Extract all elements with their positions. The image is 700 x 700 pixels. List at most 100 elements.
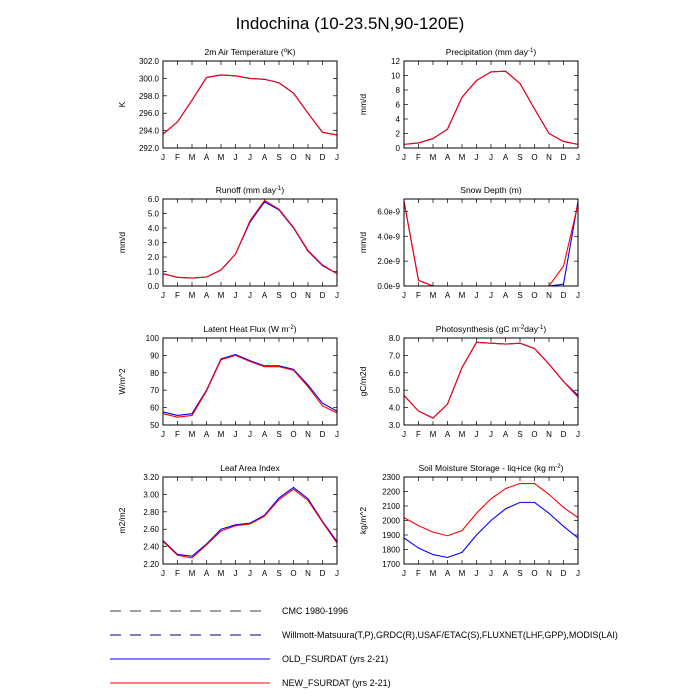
y-tick-label: 8.0 [389, 334, 401, 343]
x-tick-label: M [189, 569, 196, 578]
x-tick-label: O [531, 569, 537, 578]
x-tick-label: M [218, 291, 225, 300]
y-tick-label: 8 [396, 86, 401, 95]
x-tick-label: M [218, 153, 225, 162]
y-tick-label: 0.0e-9 [377, 282, 400, 291]
panel-runoff: Runoff (mm day-1) mm/d 0.0 1.0 2.0 3.0 4.0 5.0 6… [117, 185, 339, 300]
y-tick-label: 0 [396, 144, 401, 153]
x-tick-label: J [161, 430, 165, 439]
y-tick-label: 1900 [382, 531, 400, 540]
plot-frame [162, 476, 338, 565]
x-tick-label: J [576, 430, 580, 439]
x-tick-label: A [262, 291, 268, 300]
x-tick-label: F [175, 569, 180, 578]
x-tick-label: M [189, 430, 196, 439]
x-tick-label: J [475, 430, 479, 439]
x-tick-label: F [416, 569, 421, 578]
y-tick-label: 5.0 [389, 386, 401, 395]
y-axis-label: W/m^2 [117, 368, 127, 394]
x-tick-label: S [276, 569, 281, 578]
y-tick-label: 90 [150, 351, 159, 360]
x-tick-label: F [175, 153, 180, 162]
y-tick-label: 2.60 [143, 525, 159, 534]
y-tick-label: 6.0 [148, 195, 160, 204]
legend-item: CMC 1980-1996 [110, 606, 348, 616]
y-tick-label: 60 [150, 404, 159, 413]
legend-label: Willmott-Matsuura(T,P),GRDC(R),USAF/ETAC… [282, 630, 618, 640]
plot-frame [162, 60, 338, 149]
x-tick-label: J [402, 569, 406, 578]
x-tick-label: J [248, 291, 252, 300]
x-tick-label: J [489, 569, 493, 578]
x-tick-label: A [204, 569, 210, 578]
y-tick-label: 12 [391, 57, 400, 66]
y-tick-label: 2 [396, 130, 401, 139]
x-tick-label: F [175, 291, 180, 300]
panel-title: 2m Air Temperature (oK) [204, 47, 295, 57]
series-line-old-fsurdat [404, 201, 578, 286]
y-tick-label: 7.0 [389, 351, 401, 360]
y-tick-label: 4.0 [389, 404, 401, 413]
series-line-old-fsurdat [163, 201, 337, 279]
x-tick-label: F [175, 430, 180, 439]
x-tick-label: D [561, 291, 567, 300]
y-tick-label: 2.20 [143, 560, 159, 569]
x-tick-label: J [489, 430, 493, 439]
x-tick-label: J [576, 291, 580, 300]
x-tick-label: A [503, 430, 509, 439]
y-tick-label: 80 [150, 369, 159, 378]
y-tick-label: 292.0 [139, 144, 160, 153]
x-tick-label: D [561, 430, 567, 439]
x-tick-label: N [546, 291, 552, 300]
y-tick-label: 2100 [382, 502, 400, 511]
x-tick-label: A [204, 430, 210, 439]
y-tick-label: 302.0 [139, 57, 160, 66]
series-line-new-fsurdat [163, 199, 337, 279]
y-axis-label: m2/m2 [117, 507, 127, 533]
page-title: Indochina (10-23.5N,90-120E) [236, 14, 465, 33]
x-tick-label: J [475, 291, 479, 300]
y-tick-label: 1800 [382, 546, 400, 555]
x-tick-label: O [531, 430, 537, 439]
x-tick-label: A [445, 569, 451, 578]
y-tick-label: 2000 [382, 517, 400, 526]
y-tick-label: 2.0e-9 [377, 257, 400, 266]
series-line-new-fsurdat [404, 70, 578, 145]
x-tick-label: A [445, 430, 451, 439]
y-tick-label: 294.0 [139, 127, 160, 136]
panel-snowdp: Snow Depth (m) mm/d 0.0e-9 2.0e-9 4.0e-9 6.0e… [358, 185, 580, 300]
plot-frame [403, 476, 579, 565]
x-tick-label: N [305, 153, 311, 162]
panel-title: Snow Depth (m) [460, 185, 522, 195]
x-tick-label: J [234, 430, 238, 439]
x-tick-label: S [517, 430, 522, 439]
plot-frame [162, 198, 338, 287]
x-tick-label: N [305, 569, 311, 578]
x-tick-label: O [290, 291, 296, 300]
x-tick-label: D [320, 153, 326, 162]
x-tick-label: D [320, 569, 326, 578]
legend-label: OLD_FSURDAT (yrs 2-21) [282, 654, 388, 664]
y-tick-label: 3.00 [143, 490, 159, 499]
panel-soilliq: Soil Moisture Storage - liq+ice (kg m-2)… [358, 463, 580, 578]
series-line-old-fsurdat [404, 70, 578, 145]
x-tick-label: M [218, 569, 225, 578]
x-tick-label: A [503, 291, 509, 300]
y-tick-label: 70 [150, 386, 159, 395]
x-tick-label: J [402, 153, 406, 162]
x-tick-label: A [262, 430, 268, 439]
x-tick-label: F [416, 153, 421, 162]
panel-title: Precipitation (mm day-1) [446, 47, 537, 57]
legend-label: NEW_FSURDAT (yrs 2-21) [282, 678, 391, 688]
panel-title: Runoff (mm day-1) [216, 185, 285, 195]
x-tick-label: J [402, 430, 406, 439]
y-tick-label: 100 [146, 334, 160, 343]
x-tick-label: D [561, 153, 567, 162]
legend-item: OLD_FSURDAT (yrs 2-21) [110, 654, 388, 664]
x-tick-label: S [517, 291, 522, 300]
series-line-new-fsurdat [404, 201, 578, 286]
x-tick-label: S [276, 430, 281, 439]
x-tick-label: N [546, 569, 552, 578]
legend-item: Willmott-Matsuura(T,P),GRDC(R),USAF/ETAC… [110, 630, 618, 640]
